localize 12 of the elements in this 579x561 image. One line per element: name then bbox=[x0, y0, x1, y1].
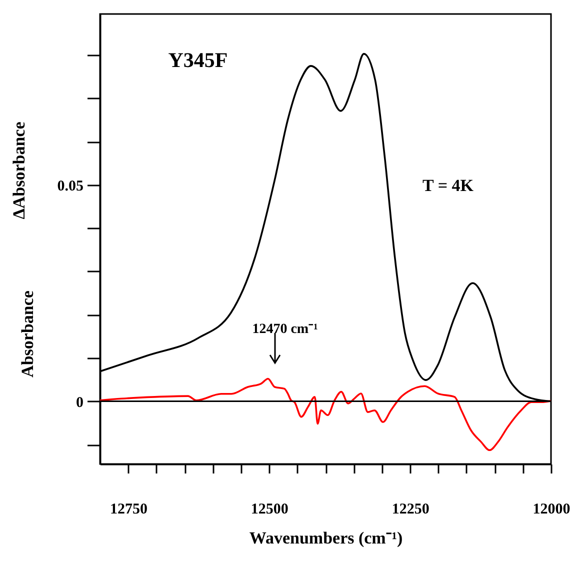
x-tick-label: 12500 bbox=[250, 502, 288, 518]
annotation: 12470 cm⁻¹ bbox=[252, 322, 318, 337]
y-tick-label: 0 bbox=[76, 394, 84, 411]
x-axis-title: Wavenumbers (cm⁻¹) bbox=[249, 528, 403, 548]
x-tick-label: 12000 bbox=[532, 502, 570, 518]
y-axis-title: ΔAbsorbance bbox=[10, 121, 28, 220]
annotation: Y345F bbox=[168, 48, 228, 72]
text: Absorbance bbox=[18, 290, 37, 378]
x-tick-label: 12750 bbox=[110, 502, 148, 518]
x-tick-label: 12250 bbox=[392, 502, 430, 518]
y-tick-label: 0.05 bbox=[57, 178, 84, 194]
annotation: T = 4K bbox=[422, 176, 474, 195]
